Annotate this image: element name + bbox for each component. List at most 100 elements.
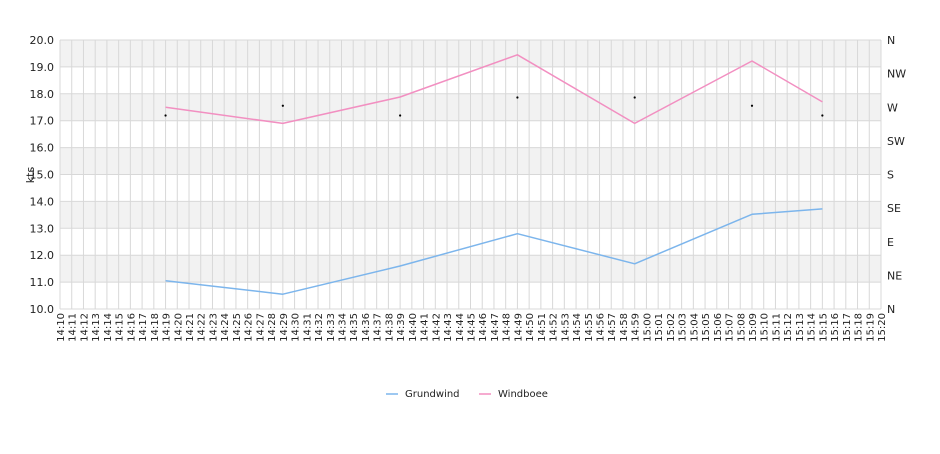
x-tick-label: 14:38 [384, 313, 395, 342]
x-tick-label: 14:21 [185, 313, 196, 342]
direction-marker [633, 96, 636, 99]
y-axis-left: 10.0 11.0 12.0 13.0 14.0 15.0 16.0 17.0 18.0 19.0… [30, 34, 55, 316]
x-tick-label: 14:56 [596, 313, 607, 342]
x-tick-label: 14:44 [455, 313, 466, 342]
x-tick-label: 14:59 [631, 313, 642, 342]
legend: Grundwind Windboee [386, 389, 548, 400]
y-tick-label: 18.0 [30, 88, 55, 101]
direction-marker [164, 114, 167, 117]
y-tick-label: 20.0 [30, 34, 55, 47]
y-axis-right: N NE E SE S SW W NW N [887, 34, 906, 316]
x-tick-label: 14:51 [537, 313, 548, 342]
x-tick-label: 14:19 [162, 313, 173, 342]
x-tick-label: 14:49 [513, 313, 524, 342]
x-tick-label: 14:53 [560, 313, 571, 342]
direction-tick-label: N [887, 34, 895, 47]
x-tick-label: 14:24 [220, 313, 231, 342]
x-tick-label: 15:09 [748, 313, 759, 342]
y-tick-label: 19.0 [30, 61, 55, 74]
y-tick-label: 14.0 [30, 195, 55, 208]
x-tick-label: 15:05 [701, 313, 712, 342]
x-tick-label: 15:20 [877, 313, 888, 342]
direction-tick-label: NW [887, 68, 906, 81]
direction-marker [750, 104, 754, 107]
x-tick-label: 14:34 [337, 313, 348, 342]
x-tick-label: 14:50 [525, 313, 536, 342]
x-tick-label: 14:22 [197, 313, 208, 342]
x-tick-label: 14:10 [56, 313, 67, 342]
x-tick-label: 14:32 [314, 313, 325, 342]
direction-marker [516, 96, 519, 99]
x-tick-label: 14:11 [68, 313, 79, 342]
x-tick-label: 14:46 [478, 313, 489, 342]
direction-tick-label: W [887, 101, 898, 114]
x-tick-label: 14:54 [572, 313, 583, 342]
x-tick-label: 14:17 [138, 313, 149, 342]
y-tick-label: 10.0 [30, 303, 55, 316]
x-tick-label: 14:55 [584, 313, 595, 342]
x-tick-label: 14:48 [502, 313, 513, 342]
x-tick-label: 14:14 [103, 313, 114, 342]
y-tick-label: 13.0 [30, 222, 55, 235]
direction-tick-label: N [887, 303, 895, 316]
x-tick-label: 14:40 [408, 313, 419, 342]
x-tick-label: 15:01 [654, 313, 665, 342]
x-tick-label: 14:41 [420, 313, 431, 342]
x-tick-label: 14:23 [208, 313, 219, 342]
x-tick-label: 15:16 [830, 313, 841, 342]
x-tick-label: 14:36 [361, 313, 372, 342]
x-tick-label: 15:17 [842, 313, 853, 342]
x-tick-label: 14:20 [173, 313, 184, 342]
x-tick-label: 14:52 [549, 313, 560, 342]
y-tick-label: 12.0 [30, 249, 55, 262]
x-tick-label: 14:42 [431, 313, 442, 342]
legend-item-grundwind[interactable]: Grundwind [386, 389, 460, 400]
direction-marker [281, 104, 284, 107]
direction-tick-label: S [887, 169, 894, 182]
legend-label-grundwind: Grundwind [405, 389, 460, 400]
x-tick-label: 15:10 [760, 313, 771, 342]
x-tick-label: 15:11 [771, 313, 782, 342]
x-tick-label: 14:35 [349, 313, 360, 342]
x-tick-label: 14:28 [267, 313, 278, 342]
y-tick-label: 16.0 [30, 142, 55, 155]
x-tick-label: 15:19 [865, 313, 876, 342]
x-tick-label: 14:16 [126, 313, 137, 342]
series-line-grundwind [165, 208, 823, 295]
x-tick-label: 14:29 [279, 313, 290, 342]
legend-item-windboee[interactable]: Windboee [479, 389, 548, 400]
legend-label-windboee: Windboee [498, 389, 548, 400]
x-tick-label: 14:26 [244, 313, 255, 342]
x-tick-label: 14:33 [326, 313, 337, 342]
x-tick-label: 15:02 [666, 313, 677, 342]
x-tick-label: 15:12 [783, 313, 794, 342]
x-tick-label: 14:58 [619, 313, 630, 342]
x-tick-label: 14:47 [490, 313, 501, 342]
x-tick-label: 15:18 [854, 313, 865, 342]
horizontal-grid [60, 39, 881, 310]
x-tick-label: 14:13 [91, 313, 102, 342]
x-tick-label: 15:15 [818, 313, 829, 342]
series-layer [165, 54, 823, 295]
x-tick-label: 14:45 [467, 313, 478, 342]
y-tick-label: 15.0 [30, 169, 55, 182]
x-tick-label: 14:57 [607, 313, 618, 342]
x-tick-label: 15:00 [642, 313, 653, 342]
x-tick-label: 14:37 [373, 313, 384, 342]
series-line-windboee [165, 54, 823, 125]
x-tick-label: 14:12 [79, 313, 90, 342]
y-tick-label: 17.0 [30, 115, 55, 128]
direction-tick-label: SW [887, 135, 905, 148]
x-tick-label: 15:08 [736, 313, 747, 342]
y-tick-label: 11.0 [30, 276, 55, 289]
x-tick-label: 14:15 [115, 313, 126, 342]
x-tick-label: 14:30 [291, 313, 302, 342]
x-tick-label: 15:07 [725, 313, 736, 342]
direction-markers [164, 96, 824, 117]
x-tick-label: 15:13 [795, 313, 806, 342]
direction-marker [821, 114, 824, 117]
direction-marker [399, 114, 402, 117]
x-tick-label: 14:39 [396, 313, 407, 342]
